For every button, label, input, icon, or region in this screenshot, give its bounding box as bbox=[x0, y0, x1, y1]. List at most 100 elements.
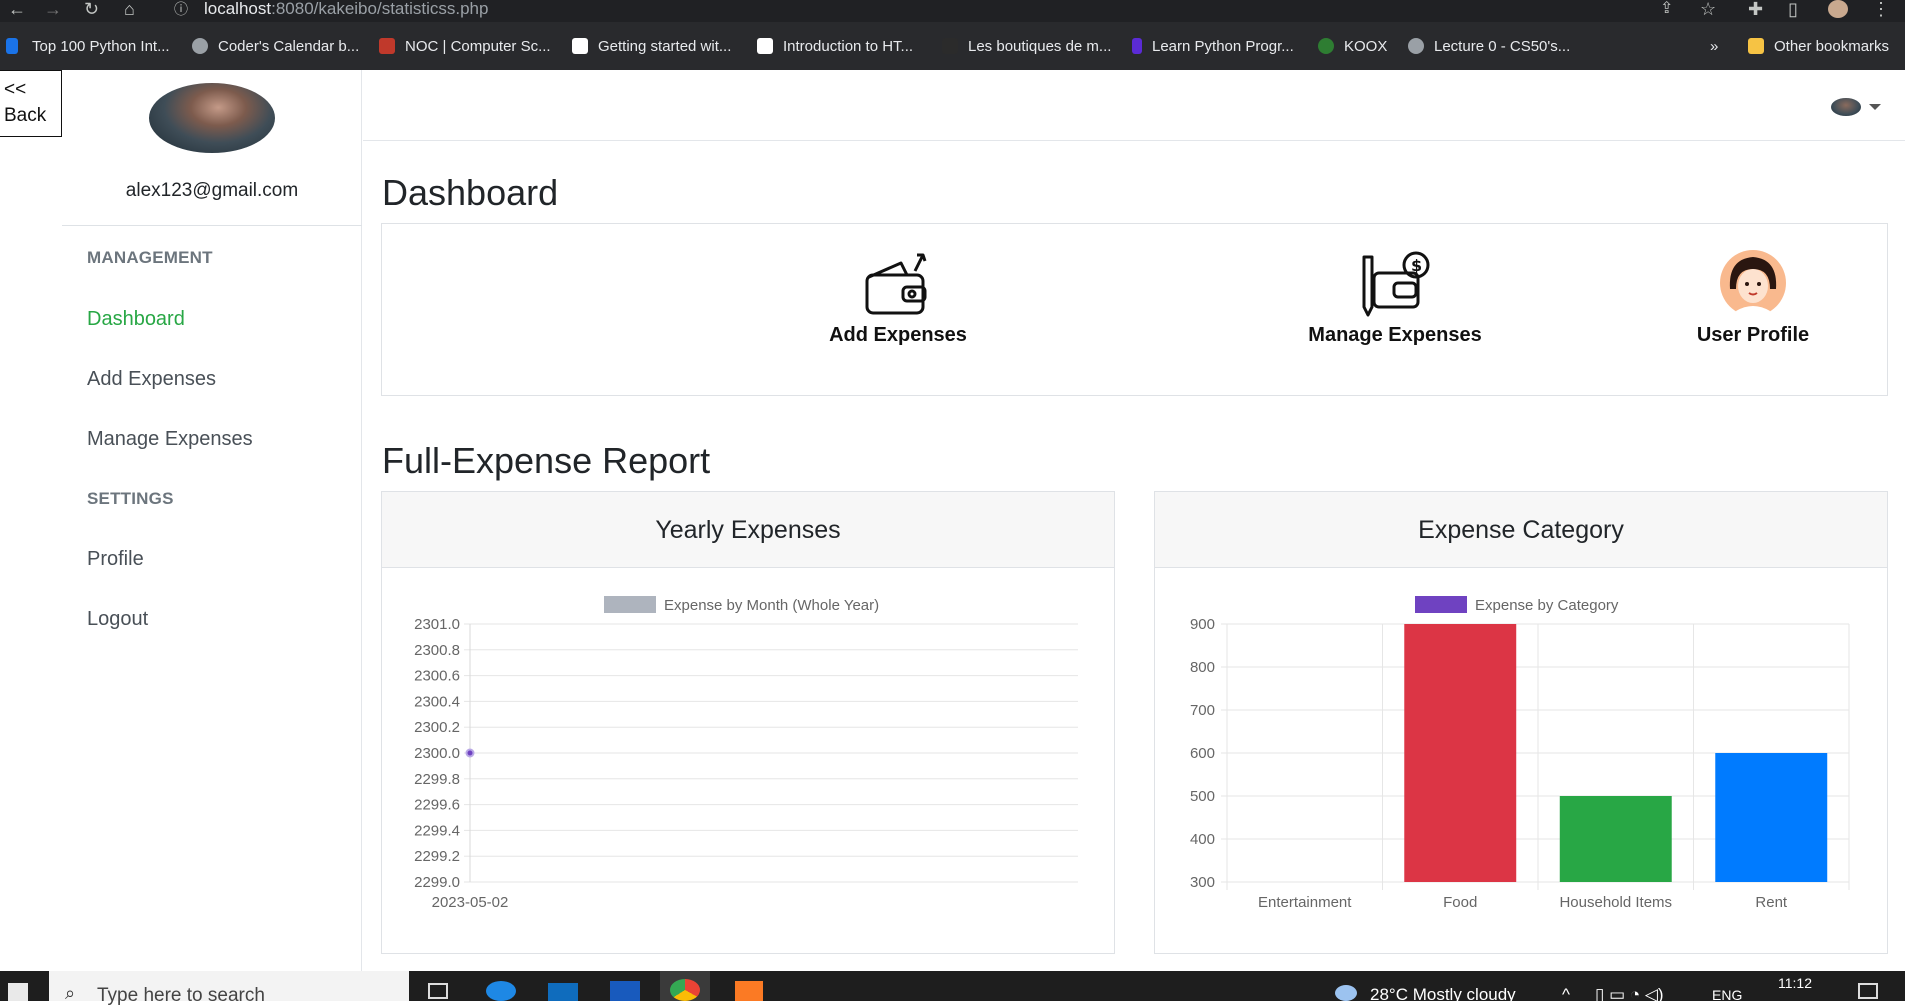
add-expenses-card-label: Add Expenses bbox=[829, 324, 967, 346]
bookmark-favicon-icon bbox=[6, 38, 18, 54]
yearly-expenses-title: Yearly Expenses bbox=[382, 492, 1114, 568]
bookmark-item[interactable]: Les boutiques de m... bbox=[942, 36, 1111, 56]
legend-swatch bbox=[604, 596, 656, 613]
bookmark-label: Top 100 Python Int... bbox=[32, 37, 170, 55]
bar-household-items bbox=[1559, 796, 1672, 882]
chrome-taskbar-button[interactable] bbox=[660, 971, 710, 1001]
wallet-icon bbox=[865, 253, 927, 315]
settings-heading: SETTINGS bbox=[87, 489, 174, 508]
other-bookmarks-label: Other bookmarks bbox=[1774, 37, 1890, 55]
url-host: localhost bbox=[204, 0, 272, 18]
y-tick-label: 2299.0 bbox=[414, 874, 460, 891]
legend-label: Expense by Category bbox=[1475, 597, 1619, 614]
tray-icons[interactable]: ▯ ▭ ◔ ◁) bbox=[1595, 985, 1664, 1004]
bookmark-label: Lecture 0 - CS50's... bbox=[1434, 37, 1571, 55]
user-profile-card-label: User Profile bbox=[1696, 324, 1810, 346]
python-course-favicon-icon bbox=[1132, 38, 1142, 54]
manage-expenses-card[interactable]: $ Manage Expenses bbox=[1275, 224, 1515, 397]
sidepanel-icon[interactable]: ▯ bbox=[1788, 0, 1798, 19]
word-icon[interactable] bbox=[610, 981, 640, 1001]
menu-kebab-icon[interactable]: ⋮ bbox=[1872, 0, 1890, 19]
sidebar-item-manage-expenses[interactable]: Manage Expenses bbox=[87, 428, 253, 450]
bookmark-item[interactable]: NOC | Computer Sc... bbox=[379, 36, 551, 56]
search-icon: ⌕ bbox=[65, 983, 76, 1003]
back-arrow-icon[interactable]: ← bbox=[8, 0, 26, 19]
sidebar-item-logout[interactable]: Logout bbox=[87, 608, 149, 630]
taskbar-search-input[interactable]: ⌕ Type here to search bbox=[49, 971, 409, 1006]
manage-wallet-icon: $ bbox=[1362, 251, 1430, 317]
y-tick-label: 2300.6 bbox=[414, 668, 460, 685]
x-tick-label: Entertainment bbox=[1258, 894, 1352, 911]
mail-icon[interactable] bbox=[548, 983, 578, 1001]
chevron-down-icon bbox=[1869, 104, 1881, 110]
page-title: Dashboard bbox=[382, 172, 559, 213]
clock-time[interactable]: 11:12 bbox=[1778, 975, 1812, 991]
expense-category-chart: Expense by Category 900 800 700 600 500 400 300… bbox=[1190, 596, 1850, 911]
profile-avatar-icon[interactable] bbox=[1828, 0, 1848, 18]
x-tick-label: Household Items bbox=[1559, 894, 1672, 911]
windows-start-icon[interactable] bbox=[8, 983, 28, 1001]
home-icon[interactable]: ⌂ bbox=[124, 0, 135, 19]
legend-label: Expense by Month (Whole Year) bbox=[664, 597, 879, 614]
bookmarks-bar: Top 100 Python Int... Coder's Calendar b… bbox=[0, 22, 1905, 70]
user-profile-card[interactable]: User Profile bbox=[1633, 224, 1873, 397]
windows-taskbar: ⌕ Type here to search 28°C Mostly cloudy… bbox=[0, 971, 1905, 1006]
weather-text[interactable]: 28°C Mostly cloudy bbox=[1370, 985, 1516, 1004]
share-icon[interactable]: ⇪ bbox=[1660, 0, 1674, 17]
bookmarks-overflow-button[interactable]: » bbox=[1710, 37, 1719, 55]
chevron-up-icon[interactable]: ^ bbox=[1562, 985, 1570, 1004]
x-tick-label: 2023-05-02 bbox=[432, 894, 509, 911]
back-button-label: Back bbox=[4, 105, 47, 126]
y-tick-label: 2300.4 bbox=[414, 693, 460, 710]
weather-icon bbox=[1335, 985, 1357, 1001]
language-indicator[interactable]: ENG bbox=[1712, 987, 1743, 1003]
task-view-icon[interactable] bbox=[428, 983, 448, 999]
bookmark-item[interactable]: Getting started wit... bbox=[572, 36, 731, 56]
expense-category-card: Expense Category Expense by Category 900 8… bbox=[1154, 491, 1888, 954]
bookmark-label: Coder's Calendar b... bbox=[218, 37, 360, 55]
site-info-icon[interactable]: ⓘ bbox=[174, 1, 188, 17]
address-bar[interactable]: localhost:8080/kakeibo/statisticss.php bbox=[204, 0, 488, 17]
user-profile-icon bbox=[1720, 250, 1786, 316]
sidebar-divider bbox=[62, 225, 362, 226]
expense-category-title: Expense Category bbox=[1155, 492, 1887, 568]
notifications-icon[interactable] bbox=[1858, 983, 1878, 999]
y-tick-label: 600 bbox=[1190, 745, 1215, 762]
globe-icon bbox=[1408, 38, 1424, 54]
taskbar-search-placeholder: Type here to search bbox=[97, 985, 265, 1006]
add-expenses-card[interactable]: Add Expenses bbox=[778, 224, 1018, 397]
star-icon[interactable]: ☆ bbox=[1700, 0, 1717, 19]
back-button-arrows: << bbox=[4, 79, 27, 100]
forward-arrow-icon[interactable]: → bbox=[44, 0, 62, 19]
y-tick-label: 400 bbox=[1190, 831, 1215, 848]
reload-icon[interactable]: ↻ bbox=[84, 0, 100, 19]
bookmark-item[interactable]: Introduction to HT... bbox=[757, 36, 913, 56]
bookmark-label: Learn Python Progr... bbox=[1152, 37, 1294, 55]
legend-swatch bbox=[1415, 596, 1467, 613]
sidebar-item-add-expenses[interactable]: Add Expenses bbox=[87, 368, 216, 390]
edge-icon[interactable] bbox=[486, 981, 516, 1001]
sidebar-item-dashboard[interactable]: Dashboard bbox=[87, 308, 185, 330]
sidebar-item-profile[interactable]: Profile bbox=[87, 548, 144, 570]
bookmark-item[interactable]: Top 100 Python Int... bbox=[6, 36, 170, 56]
y-tick-label: 2300.8 bbox=[414, 642, 460, 659]
y-tick-label: 2300.2 bbox=[414, 719, 460, 736]
dashboard-cards: Add Expenses $ Manage Expenses User Prof… bbox=[381, 223, 1888, 396]
avatar bbox=[149, 83, 275, 153]
user-menu-dropdown[interactable] bbox=[1831, 98, 1881, 116]
data-point bbox=[465, 748, 475, 758]
other-bookmarks[interactable]: Other bookmarks bbox=[1748, 36, 1889, 56]
xampp-icon[interactable] bbox=[735, 981, 763, 1001]
bookmark-item[interactable]: Lecture 0 - CS50's... bbox=[1408, 36, 1570, 56]
bar-food bbox=[1404, 624, 1517, 882]
bookmark-item[interactable]: Learn Python Progr... bbox=[1132, 36, 1294, 56]
report-title: Full-Expense Report bbox=[382, 440, 711, 481]
top-navbar bbox=[363, 70, 1905, 141]
bookmark-item[interactable]: KOOX bbox=[1318, 36, 1387, 56]
extensions-icon[interactable]: ✚ bbox=[1748, 0, 1764, 19]
bookmark-item[interactable]: Coder's Calendar b... bbox=[192, 36, 359, 56]
chrome-icon bbox=[670, 979, 700, 1001]
bookmark-label: Les boutiques de m... bbox=[968, 37, 1112, 55]
back-button[interactable]: << Back bbox=[0, 70, 62, 137]
url-path: :8080/kakeibo/statisticss.php bbox=[271, 0, 489, 18]
